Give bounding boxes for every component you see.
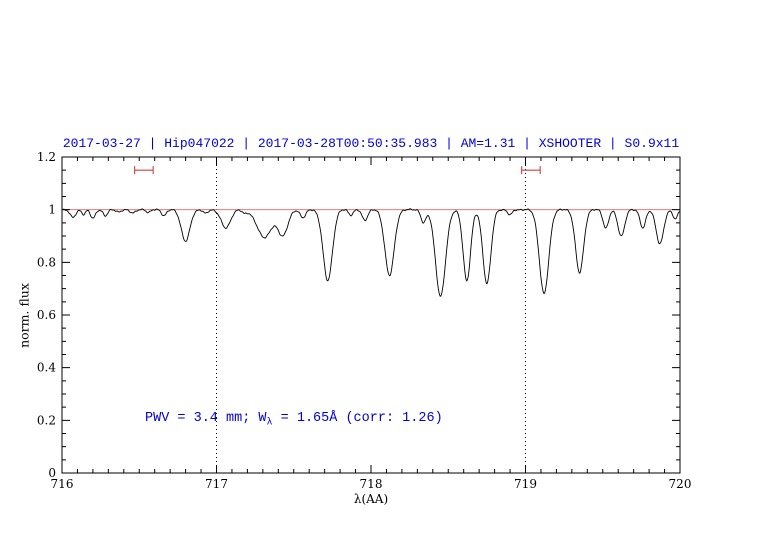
y-tick-label-0.6: 0.6 bbox=[37, 308, 56, 322]
y-tick-label-0.4: 0.4 bbox=[37, 361, 56, 375]
interval-marker-2 bbox=[521, 166, 541, 175]
x-tick-label-718: 718 bbox=[360, 477, 383, 491]
x-tick-label-720: 720 bbox=[669, 477, 692, 491]
x-axis-label: λ(AA) bbox=[353, 492, 389, 506]
chart-title: 2017-03-27 | Hip047022 | 2017-03-28T00:5… bbox=[62, 136, 680, 151]
y-tick-label-0: 0 bbox=[48, 466, 56, 480]
spectrum-curve bbox=[61, 208, 681, 297]
y-tick-label-1: 1 bbox=[48, 203, 56, 217]
x-tick-label-717: 717 bbox=[205, 477, 228, 491]
x-tick-label-719: 719 bbox=[514, 477, 537, 491]
pwv-annotation: PWV = 3.4 mm; Wλ = 1.65Å (corr: 1.26) bbox=[145, 411, 443, 429]
y-tick-label-0.8: 0.8 bbox=[37, 255, 56, 269]
y-axis-label: norm. flux bbox=[16, 283, 32, 348]
interval-marker-1 bbox=[134, 166, 154, 175]
x-tick-label-716: 716 bbox=[51, 477, 74, 491]
pwv-annotation-post: = 1.65Å (corr: 1.26) bbox=[272, 411, 443, 426]
pwv-annotation-pre: PWV = 3.4 mm; W bbox=[145, 411, 267, 426]
y-tick-label-1.2: 1.2 bbox=[37, 150, 56, 164]
pwv-annotation-lambda-sub: λ bbox=[266, 417, 273, 429]
y-tick-label-0.2: 0.2 bbox=[37, 413, 56, 427]
axis-ticks bbox=[61, 156, 681, 474]
